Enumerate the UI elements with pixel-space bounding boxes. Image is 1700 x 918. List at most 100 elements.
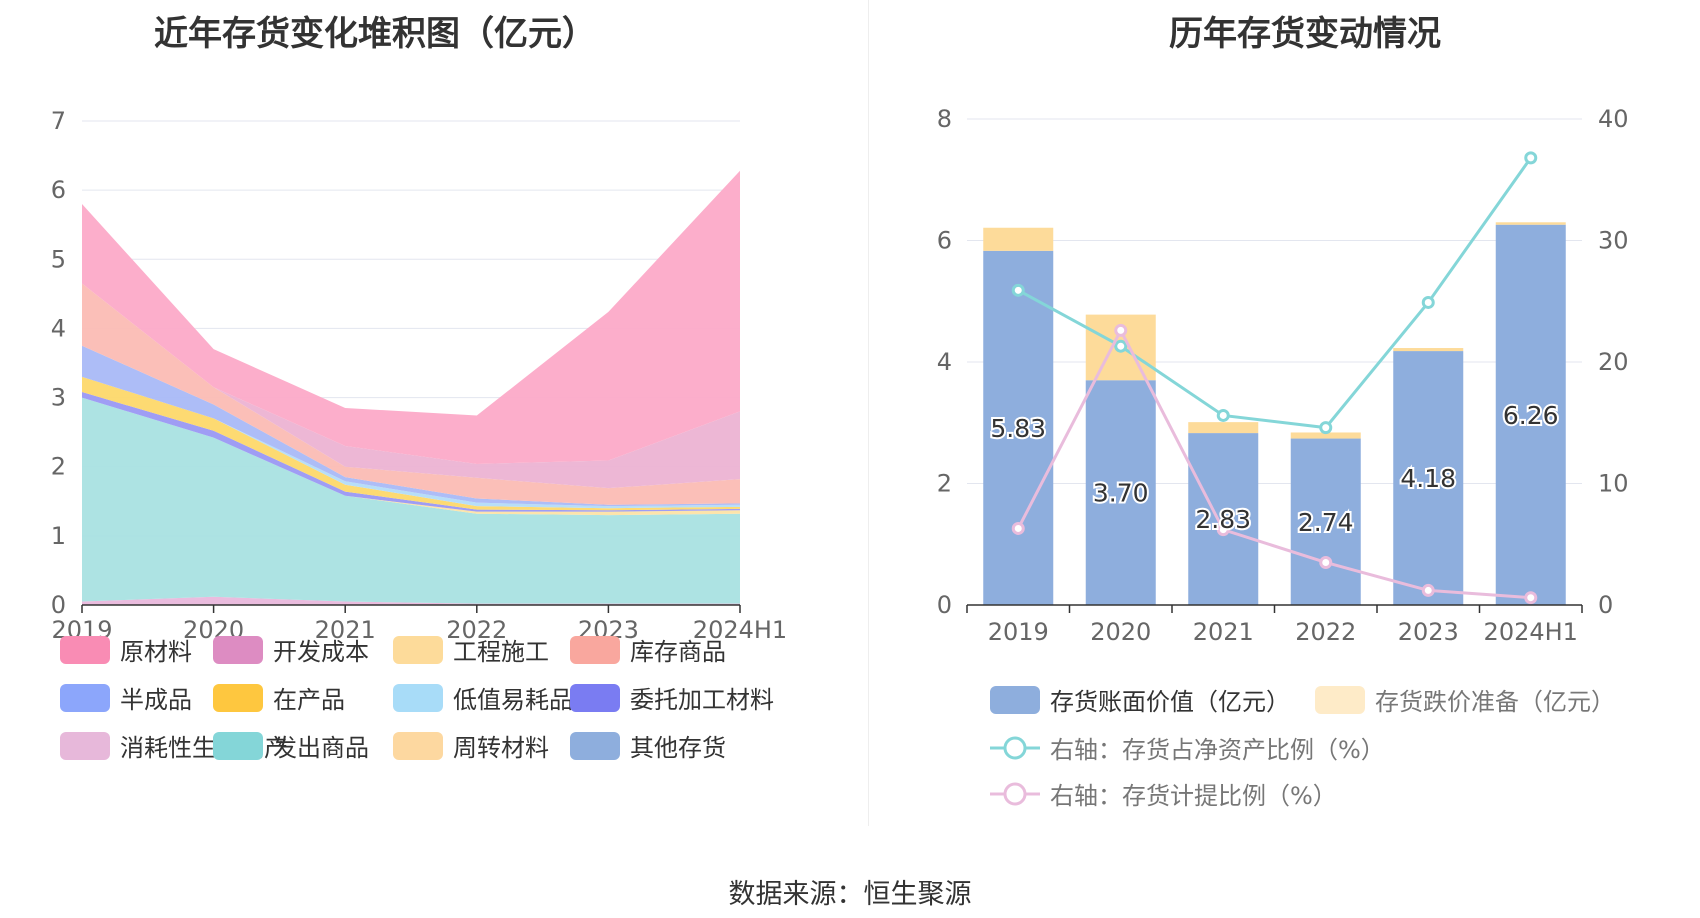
y-tick-label: 5	[51, 245, 66, 273]
y2-tick-label: 40	[1598, 105, 1629, 133]
legend-swatch	[570, 731, 620, 760]
area-series	[82, 283, 740, 489]
legend-label: 低值易耗品	[453, 686, 573, 714]
x-tick-label: 2022	[446, 616, 507, 644]
legend-item[interactable]: 工程施工	[393, 632, 549, 667]
y-tick-label: 4	[937, 348, 952, 376]
legend-item[interactable]: 右轴：存货占净资产比例（%）	[990, 730, 1385, 765]
bar-provision	[1290, 432, 1361, 439]
right-chart-title: 历年存货变动情况	[1169, 14, 1441, 54]
bar-data-label: 4.18	[1400, 464, 1456, 493]
x-tick-label: 2019	[988, 618, 1049, 646]
line-point	[1319, 555, 1333, 569]
y-tick-label: 0	[51, 591, 66, 619]
bar-book-value	[1290, 438, 1361, 605]
legend-item[interactable]: 原材料	[60, 632, 192, 667]
bar-data-label: 3.70	[1093, 479, 1149, 508]
bar-provision	[1393, 348, 1464, 352]
legend-swatch	[393, 731, 443, 760]
line-point	[1114, 323, 1128, 337]
bar-book-value	[1393, 351, 1464, 605]
legend-item[interactable]: 半成品	[60, 680, 192, 715]
bar-book-value	[1085, 380, 1156, 605]
bar-data-label: 5.83	[990, 414, 1046, 443]
legend-item[interactable]: 委托加工材料	[570, 680, 774, 715]
legend-label: 存货账面价值（亿元）	[1050, 688, 1290, 716]
legend-swatch	[213, 683, 263, 712]
bar-data-label: 2.83	[1195, 505, 1251, 534]
legend-label: 开发成本	[273, 638, 369, 666]
legend-item[interactable]: 存货跌价准备（亿元）	[1315, 682, 1615, 717]
line-series	[1016, 327, 1531, 600]
legend-item[interactable]: 库存商品	[570, 632, 726, 667]
legend-label: 工程施工	[453, 638, 549, 666]
legend-swatch	[570, 635, 620, 664]
legend-label: 周转材料	[453, 734, 549, 762]
y-tick-label: 1	[51, 522, 66, 550]
legend-label: 委托加工材料	[630, 686, 774, 714]
line-point	[1524, 591, 1538, 605]
legend-item[interactable]: 其他存货	[570, 728, 726, 763]
y-tick-label: 8	[937, 105, 952, 133]
legend-item[interactable]: 开发成本	[213, 632, 369, 667]
legend-label: 库存商品	[630, 638, 726, 666]
x-tick-label: 2024H1	[693, 616, 787, 644]
x-tick-label: 2024H1	[1484, 618, 1578, 646]
legend-item[interactable]: 存货账面价值（亿元）	[990, 682, 1290, 717]
legend-swatch	[60, 731, 110, 760]
line-point	[1011, 283, 1025, 297]
legend-label: 存货跌价准备（亿元）	[1375, 688, 1615, 716]
left-legend: 原材料 开发成本 工程施工 库存商品 半成品 在产品 低值易耗品 委托加工材料 消耗性生物资产发…	[60, 632, 860, 822]
legend-item[interactable]: 右轴：存货计提比例（%）	[990, 776, 1337, 811]
x-tick-label: 2021	[315, 616, 376, 644]
bar-provision	[983, 227, 1054, 251]
legend-swatch	[60, 683, 110, 712]
x-tick-label: 2020	[1090, 618, 1151, 646]
legend-swatch	[213, 635, 263, 664]
y-tick-label: 0	[937, 591, 952, 619]
line-point	[1216, 408, 1230, 422]
legend-item[interactable]: 在产品	[213, 680, 345, 715]
legend-item[interactable]: 周转材料	[393, 728, 549, 763]
x-tick-label: 2021	[1193, 618, 1254, 646]
x-tick-label: 2023	[1398, 618, 1459, 646]
line-point	[1114, 339, 1128, 353]
line-point	[1421, 583, 1435, 597]
bar-provision	[1188, 422, 1259, 434]
right-bar-chart: 0 2 4 6 8 0 10 20 30 40 5.83 3.70 2.83 2.74 4.18 6.26 20…	[937, 105, 1629, 646]
left-chart-title: 近年存货变化堆积图（亿元）	[154, 14, 596, 54]
y-tick-label: 6	[937, 227, 952, 255]
x-tick-label: 2022	[1295, 618, 1356, 646]
line-point	[1319, 421, 1333, 435]
legend-swatch	[1315, 685, 1365, 714]
y2-tick-label: 20	[1598, 348, 1629, 376]
legend-line-marker	[990, 780, 1040, 808]
bar-book-value	[1495, 224, 1566, 605]
bar-data-label: 2.74	[1298, 508, 1354, 537]
legend-item[interactable]: 发出商品	[213, 728, 369, 763]
y-tick-label: 2	[937, 470, 952, 498]
legend-swatch	[570, 683, 620, 712]
legend-swatch	[213, 731, 263, 760]
legend-swatch	[990, 685, 1040, 714]
line-point	[1216, 523, 1230, 537]
line-point	[1421, 295, 1435, 309]
area-series	[82, 596, 740, 605]
panel-divider	[868, 0, 869, 826]
legend-item[interactable]: 低值易耗品	[393, 680, 573, 715]
bar-provision	[1495, 222, 1566, 225]
right-legend: 存货账面价值（亿元） 存货跌价准备（亿元） 右轴：存货占净资产比例（%） 右轴：存货计…	[990, 682, 1690, 822]
legend-label: 发出商品	[273, 734, 369, 762]
y-tick-label: 4	[51, 314, 66, 342]
legend-line-marker	[990, 734, 1040, 762]
bar-data-label: 6.26	[1503, 401, 1559, 430]
area-series	[82, 283, 740, 505]
legend-swatch	[60, 635, 110, 664]
legend-label: 在产品	[273, 686, 345, 714]
y-tick-label: 6	[51, 176, 66, 204]
area-series	[82, 397, 740, 604]
line-point	[1524, 151, 1538, 165]
legend-label: 原材料	[120, 638, 192, 666]
y2-tick-label: 10	[1598, 470, 1629, 498]
